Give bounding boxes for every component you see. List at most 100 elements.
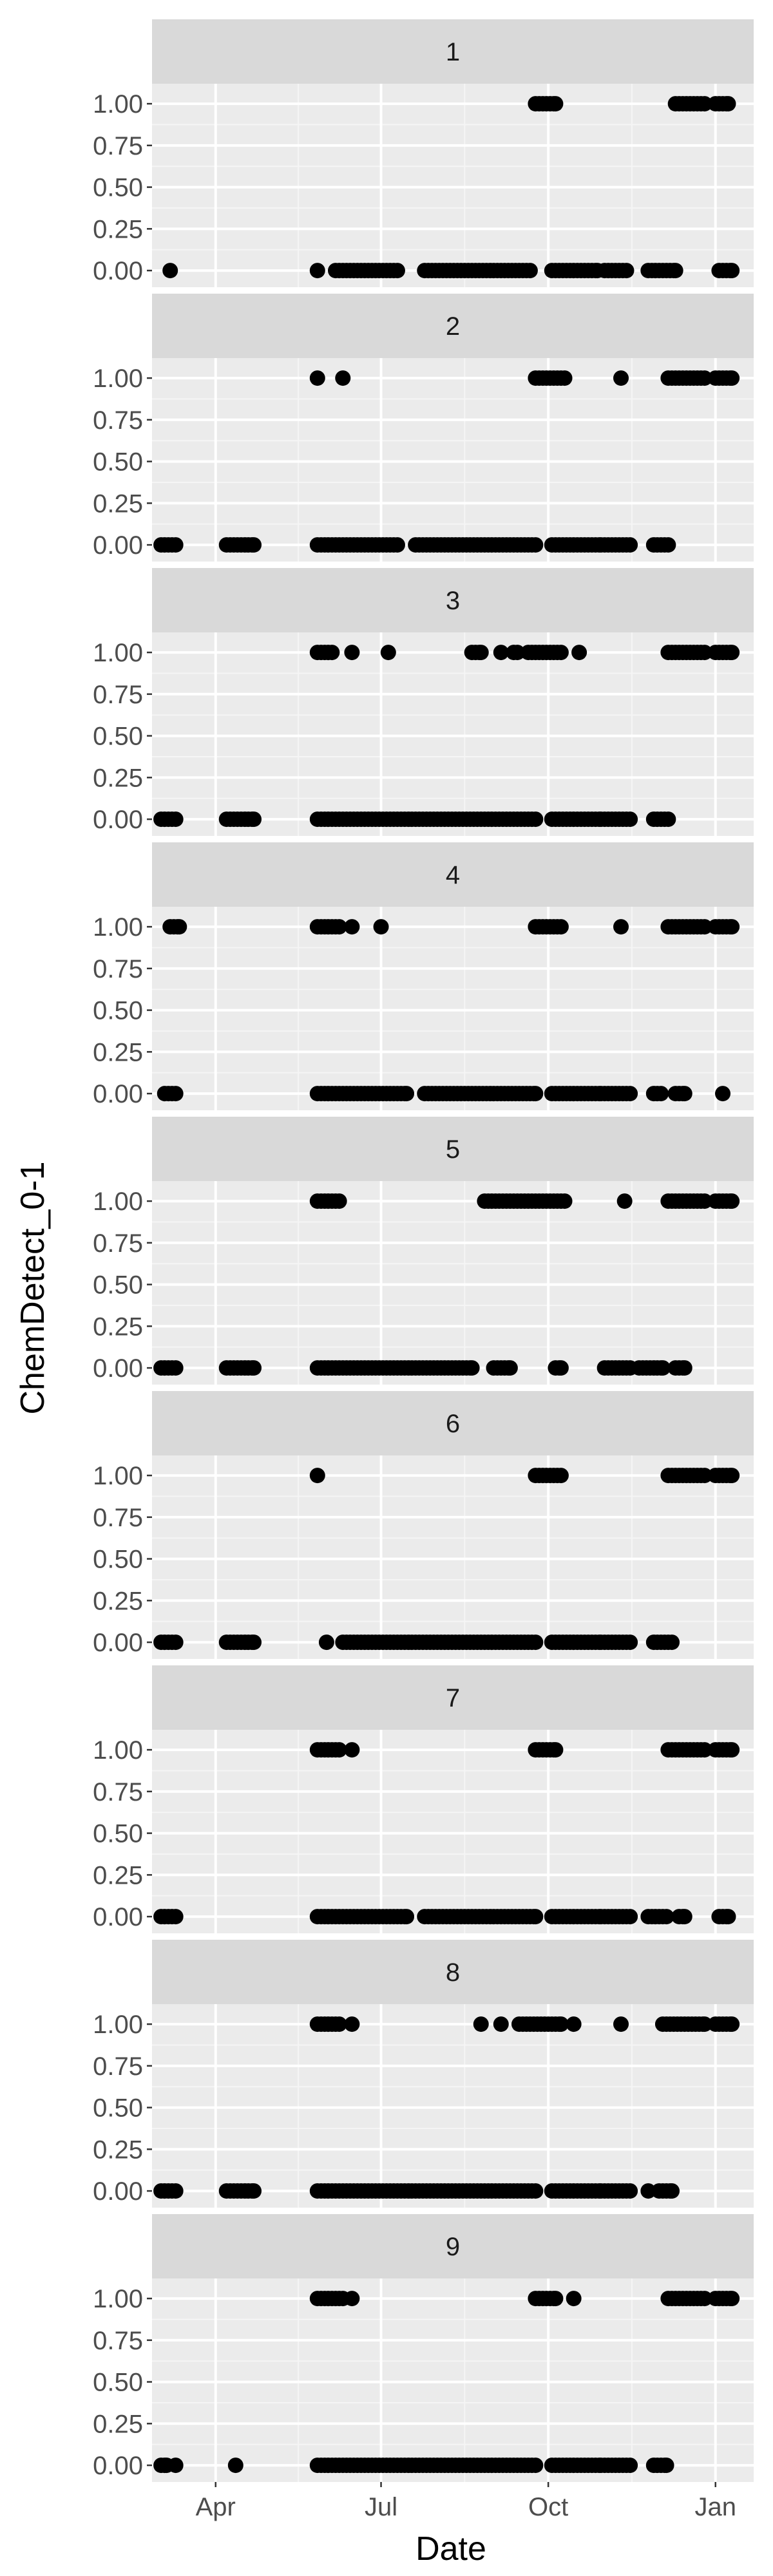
data-point [528, 2183, 544, 2199]
data-point [473, 645, 489, 661]
facet-panel: 4 0.00 0.25 0.50 0.75 1.00 [93, 842, 754, 1110]
data-point [344, 2291, 360, 2307]
y-tick-label: 0.50 [93, 448, 143, 477]
data-point [622, 811, 638, 828]
data-point [167, 1086, 184, 1102]
facet-panel: 8 0.00 0.25 0.50 0.75 1.00 [93, 1940, 754, 2208]
data-point [676, 1360, 692, 1376]
data-point [724, 370, 740, 386]
panel-background [152, 632, 754, 836]
data-point [246, 811, 262, 828]
facet-strip-label: 3 [446, 587, 460, 615]
facet-panel: 1 0.00 0.25 0.50 0.75 1.00 [93, 19, 754, 287]
y-tick-label: 0.25 [93, 2136, 143, 2164]
data-point [616, 1193, 633, 1209]
facet-strip-label: 6 [446, 1410, 460, 1438]
panel-background [152, 2278, 754, 2482]
data-point [724, 1193, 740, 1209]
data-point [696, 370, 712, 386]
facet-strip-label: 7 [446, 1684, 460, 1712]
y-tick-label: 0.25 [93, 215, 143, 243]
y-tick-label: 0.75 [93, 1229, 143, 1258]
data-point [167, 537, 184, 553]
data-point [399, 1086, 415, 1102]
data-point [553, 1360, 569, 1376]
data-point [389, 263, 405, 279]
y-tick-label: 1.00 [93, 1462, 143, 1490]
data-point [557, 1193, 573, 1209]
facet-strip-label: 1 [446, 38, 460, 66]
y-tick-label: 1.00 [93, 1736, 143, 1765]
y-tick-label: 0.00 [93, 531, 143, 560]
data-point [724, 2291, 740, 2307]
data-point [324, 645, 340, 661]
panel-background [152, 84, 754, 287]
data-point [309, 370, 325, 386]
data-point [510, 645, 526, 661]
data-point [622, 2183, 638, 2199]
y-tick-label: 0.00 [93, 2177, 143, 2206]
y-tick-label: 0.25 [93, 489, 143, 518]
data-point [528, 537, 544, 553]
data-point [676, 1086, 692, 1102]
data-point [167, 1909, 184, 1925]
y-tick-label: 0.50 [93, 723, 143, 751]
y-tick-label: 0.00 [93, 806, 143, 834]
data-point [660, 537, 676, 553]
y-tick-label: 0.50 [93, 997, 143, 1025]
data-point [167, 2183, 184, 2199]
data-point [667, 263, 683, 279]
data-point [473, 2016, 489, 2032]
facet-panel: 6 0.00 0.25 0.50 0.75 1.00 [93, 1391, 754, 1659]
facet-strip-label: 4 [446, 861, 460, 889]
panel-background [152, 1181, 754, 1385]
data-point [622, 1634, 638, 1651]
data-point [464, 1360, 480, 1376]
data-point [571, 645, 587, 661]
data-point [553, 2016, 569, 2032]
x-tick-label: Oct [528, 2493, 568, 2521]
data-point [696, 645, 712, 661]
data-point [548, 2291, 564, 2307]
data-point [493, 2016, 509, 2032]
facet-panels: 1 0.00 0.25 0.50 0.75 1.00 2 0.00 0.25 0.50 0.75 1.… [93, 19, 754, 2521]
data-point [167, 1360, 184, 1376]
data-point [309, 1468, 325, 1484]
y-tick-label: 1.00 [93, 365, 143, 393]
facet-strip-label: 5 [446, 1135, 460, 1164]
data-point [502, 1360, 518, 1376]
data-point [676, 1909, 692, 1925]
facet-strip [152, 1117, 754, 1181]
data-point [553, 1468, 569, 1484]
data-point [167, 2458, 184, 2474]
y-tick-label: 0.75 [93, 406, 143, 435]
y-tick-label: 0.50 [93, 2369, 143, 2397]
x-axis-title: Date [415, 2530, 486, 2568]
panel-background [152, 1455, 754, 1659]
panel-background [152, 358, 754, 562]
data-point [380, 645, 396, 661]
facet-strip [152, 568, 754, 632]
data-point [167, 811, 184, 828]
data-point [660, 811, 676, 828]
data-point [664, 1634, 680, 1651]
data-point [373, 919, 389, 935]
data-point [344, 919, 360, 935]
data-point [246, 537, 262, 553]
facet-panel: 3 0.00 0.25 0.50 0.75 1.00 [93, 568, 754, 836]
data-point [724, 1468, 740, 1484]
facet-strip [152, 1391, 754, 1455]
data-point [227, 2458, 243, 2474]
data-point [528, 1909, 544, 1925]
data-point [613, 2016, 629, 2032]
data-point [344, 2016, 360, 2032]
y-tick-label: 0.50 [93, 1271, 143, 1300]
y-tick-label: 0.75 [93, 132, 143, 160]
y-tick-label: 0.75 [93, 1778, 143, 1806]
y-tick-label: 0.25 [93, 764, 143, 792]
data-point [653, 1086, 669, 1102]
data-point [715, 1086, 731, 1102]
data-point [344, 1742, 360, 1758]
facet-panel: 2 0.00 0.25 0.50 0.75 1.00 [93, 294, 754, 562]
